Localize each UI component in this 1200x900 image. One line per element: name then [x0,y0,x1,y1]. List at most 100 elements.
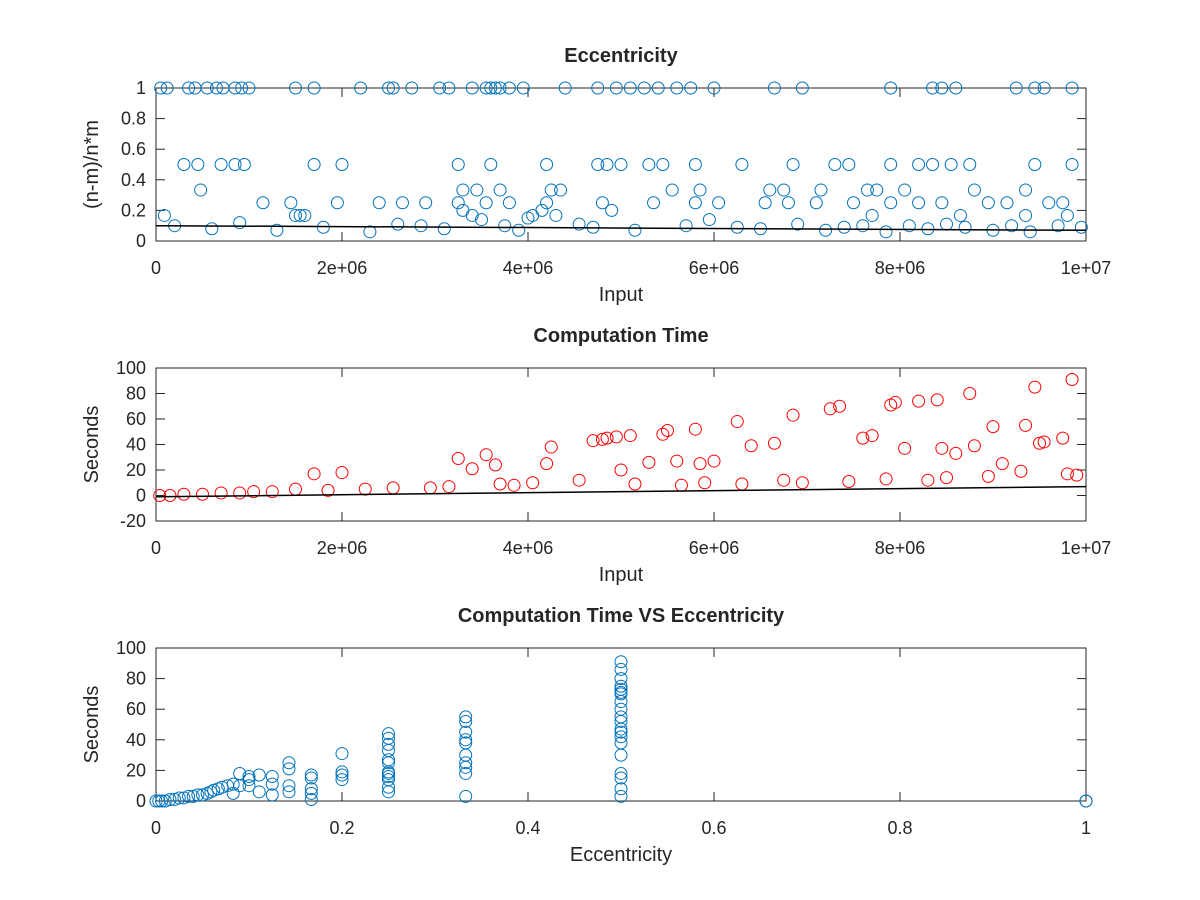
time-vs-eccentricity-data-point [177,791,191,805]
eccentricity-data-point [926,81,940,95]
time-vs-eccentricity-data-point [459,756,473,770]
time-vs-eccentricity-x-axis-label: Eccentricity [570,844,672,866]
computation-time-data-point [214,486,228,500]
eccentricity-data-point [289,81,302,95]
eccentricity-data-point [935,81,949,95]
eccentricity-data-point [535,203,549,217]
time-vs-eccentricity-x-tick-label: 0.4 [515,818,540,838]
eccentricity-data-point [1051,219,1065,233]
time-vs-eccentricity-data-point [242,770,256,784]
eccentricity-data-point [209,81,223,95]
eccentricity-data-point [814,183,828,197]
eccentricity-y-tick-label: 0.8 [121,109,146,129]
computation-time-data-point [609,430,623,444]
computation-time-data-point [744,439,758,453]
time-vs-eccentricity-axes-frame [155,647,1087,802]
eccentricity-data-point [558,81,572,95]
eccentricity-data-point [679,219,693,233]
eccentricity-data-point [647,196,661,210]
eccentricity-data-point [1042,196,1056,210]
eccentricity-data-point [465,208,479,222]
eccentricity-data-point [451,158,465,171]
eccentricity-data-point [730,220,744,234]
eccentricity-data-point [391,217,405,231]
eccentricity-y-tick-label: 1 [136,78,146,98]
computation-time-data-point [493,477,507,491]
computation-time-data-point [670,454,684,468]
computation-time-data-point [1014,464,1028,478]
time-vs-eccentricity-data-point [614,748,628,762]
eccentricity-x-tick-label: 1e+07 [1061,258,1112,278]
time-vs-eccentricity-data-point [304,768,318,782]
eccentricity-data-point [670,81,684,95]
computation-time-data-point [1033,436,1046,450]
computation-time-data-point [465,462,479,476]
eccentricity-data-point [228,158,242,171]
computation-time-data-point [335,466,349,480]
time-vs-eccentricity-x-tick-label: 0 [151,818,161,838]
time-vs-eccentricity-data-point [459,766,473,780]
eccentricity-data-point [809,196,823,210]
computation-time-data-point [526,476,540,490]
eccentricity-data-point [470,183,484,197]
time-vs-eccentricity-data-point [382,770,395,784]
eccentricity-data-point [549,208,563,222]
time-vs-eccentricity-data-point [149,794,163,808]
time-vs-eccentricity-data-point [459,725,473,739]
time-vs-eccentricity-data-point [382,737,395,751]
eccentricity-data-point [307,81,321,95]
computation-time-data-point [1037,435,1051,449]
computation-time-x-tick-label: 8e+06 [875,538,926,558]
time-vs-eccentricity-data-point [459,714,473,728]
eccentricity-data-point [651,81,665,95]
eccentricity-data-point [958,220,972,234]
eccentricity-y-axis-label: (n-m)/n*m [81,120,103,209]
eccentricity-data-point [898,183,912,197]
time-vs-eccentricity-data-point [614,662,628,676]
computation-time-data-point [693,457,707,471]
eccentricity-data-point [791,217,805,231]
time-vs-eccentricity-y-axis-label: Seconds [81,686,103,764]
time-vs-eccentricity-data-point [459,710,473,724]
time-vs-eccentricity-y-tick-label: 100 [116,638,146,658]
time-vs-eccentricity-data-point [1079,794,1093,808]
eccentricity-data-point [214,158,228,171]
computation-time-data-point [823,402,837,416]
eccentricity-data-point [1060,208,1074,222]
eccentricity-data-point [926,158,940,171]
computation-time-data-point [600,431,614,445]
computation-time-y-tick-label: 40 [126,435,146,455]
eccentricity-data-point [935,196,949,210]
eccentricity-data-point [884,81,898,95]
computation-time-data-point [1060,467,1074,481]
eccentricity-data-point [688,196,702,210]
eccentricity-data-point [879,225,893,239]
time-vs-eccentricity-data-point [614,672,628,686]
time-vs-eccentricity-data-point [382,780,395,794]
computation-time-data-point [735,477,749,491]
computation-time-data-point [488,458,502,472]
time-vs-eccentricity-data-point [282,756,296,770]
computation-time-x-tick-label: 0 [151,538,161,558]
eccentricity-data-point [614,158,628,171]
time-vs-eccentricity-data-point [614,730,628,744]
computation-time-data-point [730,415,744,429]
computation-time-plot: Computation Time 0 2e+06 4e+06 6e+06 8e+06 1e+… [81,325,1111,586]
eccentricity-data-point [502,196,516,210]
computation-time-data-point [674,478,688,492]
time-vs-eccentricity-data-point [614,771,628,785]
time-vs-eccentricity-data-point [304,771,318,785]
computation-time-data-point [321,483,335,497]
eccentricity-data-point [684,81,698,95]
eccentricity-data-point [386,81,400,95]
computation-time-data-point [656,427,670,441]
time-vs-eccentricity-data-point [382,785,395,799]
eccentricity-data-point [516,81,530,95]
eccentricity-data-point [837,220,851,234]
eccentricity-data-point [967,183,981,197]
time-vs-eccentricity-data-point [152,794,166,808]
computation-time-data-point [1056,431,1070,445]
time-vs-eccentricity-y-tick-label: 80 [126,669,146,689]
eccentricity-data-point [1065,81,1079,95]
time-vs-eccentricity-data-point [459,736,473,750]
